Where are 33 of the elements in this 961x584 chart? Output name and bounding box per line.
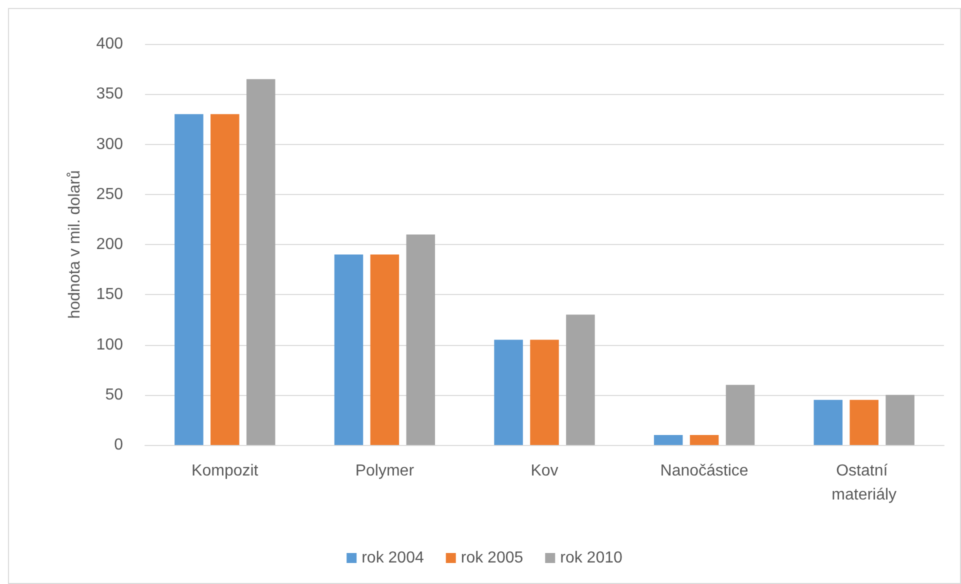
bar bbox=[690, 434, 719, 445]
bar bbox=[370, 254, 400, 445]
legend-label: rok 2004 bbox=[362, 550, 424, 566]
y-tick-label: 100 bbox=[96, 336, 124, 354]
legend-label: rok 2005 bbox=[460, 550, 524, 566]
y-tick-label: 350 bbox=[96, 86, 124, 103]
x-tick-label: Kompozit bbox=[192, 462, 259, 480]
y-tick-label: 300 bbox=[96, 136, 124, 153]
y-axis-title: hodnota v mil. dolarů bbox=[66, 170, 84, 319]
bar bbox=[334, 254, 364, 445]
x-tick-label: Polymer bbox=[355, 462, 415, 480]
bar bbox=[494, 340, 523, 445]
y-tick-label: 0 bbox=[114, 436, 124, 454]
bar bbox=[654, 434, 683, 445]
y-tick-label: 200 bbox=[96, 236, 124, 253]
bar bbox=[530, 340, 559, 445]
x-tick-label: Ostatní materiály bbox=[832, 462, 897, 504]
bar bbox=[850, 400, 878, 445]
legend-label: rok 2010 bbox=[560, 550, 622, 566]
y-tick-label: 50 bbox=[105, 386, 124, 404]
y-tick-label: 400 bbox=[96, 36, 124, 52]
y-tick-label: 250 bbox=[96, 186, 124, 203]
bar bbox=[726, 384, 755, 445]
bar bbox=[886, 394, 914, 445]
bar bbox=[406, 234, 436, 445]
bar bbox=[174, 114, 204, 445]
y-tick-label: 150 bbox=[96, 286, 124, 304]
bar bbox=[566, 314, 595, 445]
bar bbox=[814, 400, 843, 445]
bar bbox=[246, 79, 276, 445]
bar bbox=[210, 114, 240, 445]
x-tick-label: Kov bbox=[530, 462, 558, 480]
x-tick-label: Nanočástice bbox=[660, 462, 748, 480]
